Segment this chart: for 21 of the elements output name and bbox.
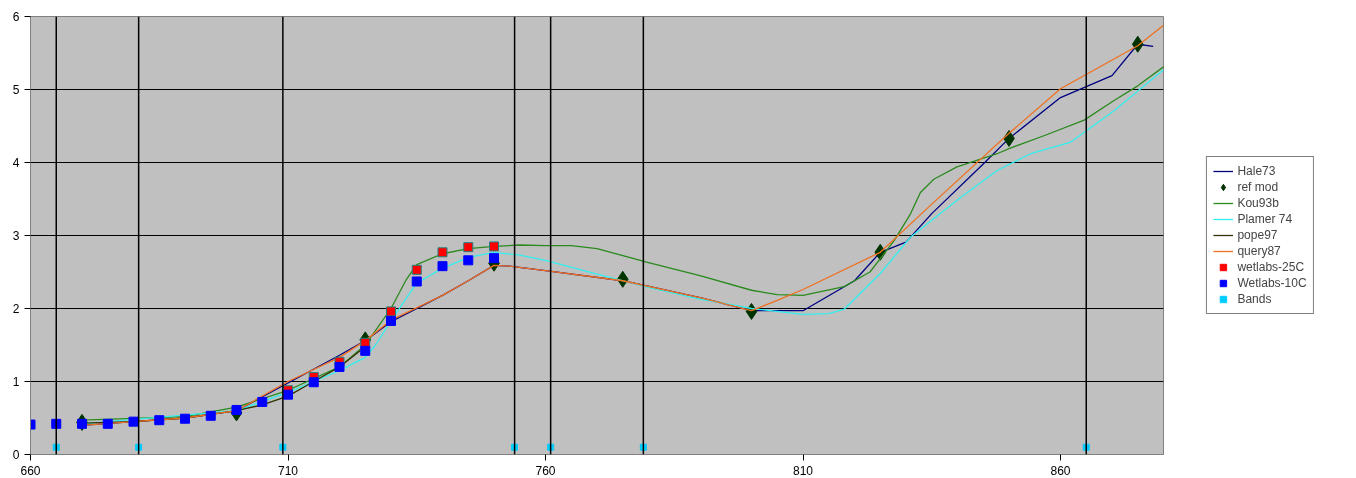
x-tick-label: 760 — [535, 463, 556, 478]
y-tick-label: 3 — [12, 229, 20, 243]
y-tick-label: 4 — [12, 156, 20, 170]
x-tick-label: 660 — [20, 463, 41, 478]
y-tick-label: 0 — [12, 448, 20, 462]
legend-label: Kou93b — [1237, 195, 1279, 211]
legend-label: Hale73 — [1237, 163, 1276, 179]
x-tick-label: 860 — [1050, 463, 1071, 478]
legend-label: Wetlabs-10C — [1237, 275, 1307, 291]
legend-label: wetlabs-25C — [1237, 259, 1305, 275]
x-tick-label: 810 — [792, 463, 814, 478]
y-tick-label: 1 — [12, 375, 20, 389]
y-tick-label: 2 — [12, 302, 20, 316]
legend-label: ref mod — [1237, 179, 1279, 195]
legend-label: Bands — [1237, 291, 1272, 307]
x-tick-label: 710 — [277, 463, 299, 478]
legend-label: query87 — [1237, 243, 1281, 259]
y-tick-label: 6 — [12, 10, 20, 24]
legend-label: pope97 — [1237, 227, 1278, 243]
y-tick-label: 5 — [12, 83, 20, 97]
legend-label: Plamer 74 — [1237, 211, 1293, 227]
